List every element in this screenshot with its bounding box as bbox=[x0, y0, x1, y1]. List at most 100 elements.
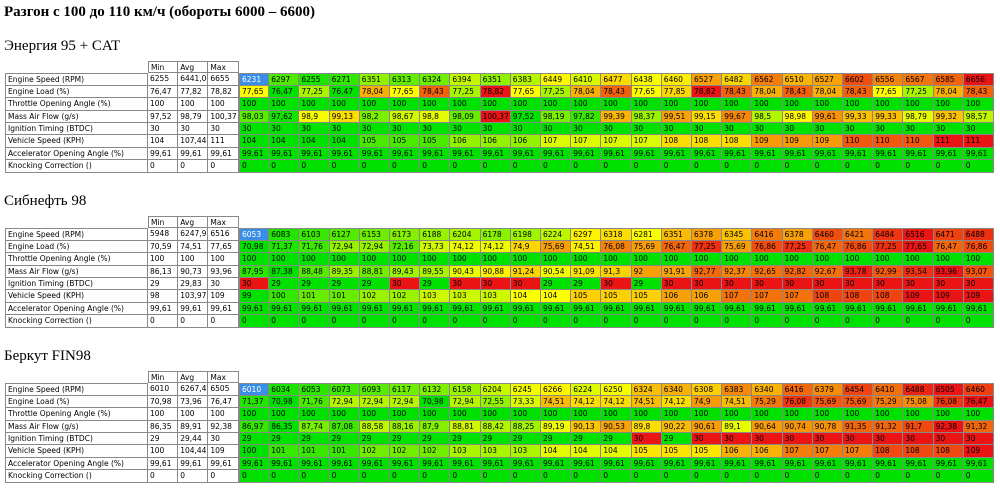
data-cell: 0 bbox=[390, 315, 421, 328]
data-cell: 30 bbox=[269, 123, 300, 136]
data-cell: 6471 bbox=[933, 228, 964, 241]
data-cell: 87,38 bbox=[269, 265, 300, 278]
data-cell: 107 bbox=[571, 135, 602, 148]
stat-cell: 100 bbox=[148, 253, 179, 266]
data-cell: 6308 bbox=[692, 383, 723, 396]
data-cell: 74,51 bbox=[541, 395, 572, 409]
data-cell: 102 bbox=[390, 290, 421, 303]
data-cell: 0 bbox=[269, 315, 300, 328]
stat-cell: 73,96 bbox=[178, 395, 209, 409]
data-cell: 6053 bbox=[299, 383, 330, 396]
stat-cell: 109 bbox=[208, 290, 239, 303]
stat-cell: 5948 bbox=[148, 228, 179, 241]
data-cell: 88,25 bbox=[510, 420, 541, 433]
row-label: Engine Speed (RPM) bbox=[5, 73, 148, 86]
data-cell: 6340 bbox=[661, 383, 692, 396]
data-cell: 78,43 bbox=[843, 85, 874, 99]
data-cell: 6460 bbox=[812, 228, 843, 241]
data-cell: 99,61 bbox=[782, 457, 813, 471]
data-cell: 71,76 bbox=[299, 240, 330, 254]
data-cell: 6188 bbox=[420, 228, 451, 241]
data-cell: 105 bbox=[631, 445, 662, 458]
data-cell: 100 bbox=[269, 253, 300, 266]
row-label: Accelerator Opening Angle (%) bbox=[5, 147, 148, 161]
stat-cell: 6267,4 bbox=[178, 383, 209, 396]
data-cell: 99,61 bbox=[843, 147, 874, 161]
data-cell: 100 bbox=[933, 253, 964, 266]
data-cell: 99,61 bbox=[541, 457, 572, 471]
data-cell: 30 bbox=[752, 278, 783, 291]
data-cell: 100 bbox=[359, 253, 390, 266]
data-cell: 0 bbox=[692, 315, 723, 328]
data-cell: 99,61 bbox=[359, 457, 390, 471]
data-cell: 74,9 bbox=[510, 240, 541, 254]
data-cell: 6250 bbox=[601, 383, 632, 396]
data-cell: 74,12 bbox=[450, 240, 481, 254]
data-cell: 111 bbox=[933, 135, 964, 148]
data-cell: 99,61 bbox=[269, 147, 300, 161]
data-cell: 0 bbox=[933, 470, 964, 483]
data-cell: 100 bbox=[963, 408, 994, 421]
stat-cell: 30 bbox=[208, 433, 239, 446]
data-cell: 6379 bbox=[812, 383, 843, 396]
data-cell: 73,33 bbox=[510, 395, 541, 409]
data-cell: 0 bbox=[239, 160, 270, 173]
data-cell: 100 bbox=[571, 408, 602, 421]
data-cell: 109 bbox=[933, 290, 964, 303]
data-cell: 6477 bbox=[601, 73, 632, 86]
data-cell: 92,67 bbox=[812, 265, 843, 278]
data-cell: 104 bbox=[601, 445, 632, 458]
stat-cell: 100 bbox=[208, 408, 239, 421]
data-cell: 78,43 bbox=[722, 85, 753, 99]
data-cell: 0 bbox=[480, 470, 511, 483]
data-cell: 74,12 bbox=[661, 395, 692, 409]
data-cell: 6271 bbox=[329, 73, 360, 86]
data-cell: 99,61 bbox=[963, 147, 994, 161]
data-cell: 75,29 bbox=[752, 395, 783, 409]
data-cell: 0 bbox=[812, 315, 843, 328]
data-cell: 0 bbox=[963, 470, 994, 483]
data-cell: 0 bbox=[812, 470, 843, 483]
data-cell: 6656 bbox=[963, 73, 994, 86]
stat-cell: 0 bbox=[148, 470, 179, 483]
data-cell: 87,95 bbox=[239, 265, 270, 278]
data-cell: 100 bbox=[661, 253, 692, 266]
stat-cell: 100 bbox=[208, 98, 239, 111]
data-cell: 0 bbox=[510, 470, 541, 483]
stat-cell: 6247,9 bbox=[178, 228, 209, 241]
data-cell: 98,2 bbox=[359, 110, 390, 123]
data-cell: 100 bbox=[873, 253, 904, 266]
data-cell: 102 bbox=[420, 445, 451, 458]
data-cell: 0 bbox=[843, 470, 874, 483]
data-cell: 72,94 bbox=[359, 240, 390, 254]
data-cell: 6297 bbox=[571, 228, 602, 241]
data-cell: 0 bbox=[480, 315, 511, 328]
data-cell: 29 bbox=[239, 433, 270, 446]
row-label: Mass Air Flow (g/s) bbox=[5, 420, 148, 433]
data-cell: 100 bbox=[963, 98, 994, 111]
stat-cell: 0 bbox=[178, 470, 209, 483]
data-cell: 100 bbox=[450, 98, 481, 111]
stat-cell: 103,97 bbox=[178, 290, 209, 303]
stat-cell: 99,61 bbox=[178, 147, 209, 161]
data-cell: 100 bbox=[239, 253, 270, 266]
data-cell: 99,51 bbox=[661, 110, 692, 123]
data-cell: 0 bbox=[782, 160, 813, 173]
data-cell: 0 bbox=[722, 160, 753, 173]
data-cell: 0 bbox=[843, 160, 874, 173]
data-cell: 77,25 bbox=[782, 240, 813, 254]
data-cell: 6053 bbox=[239, 228, 270, 241]
data-cell: 29 bbox=[571, 278, 602, 291]
row-label: Accelerator Opening Angle (%) bbox=[5, 302, 148, 316]
stat-cell: 99,61 bbox=[208, 302, 239, 316]
data-cell: 0 bbox=[420, 160, 451, 173]
data-cell: 101 bbox=[299, 445, 330, 458]
data-cell: 30 bbox=[843, 278, 874, 291]
data-cell: 109 bbox=[812, 135, 843, 148]
data-cell: 6449 bbox=[541, 73, 572, 86]
data-cell: 100 bbox=[812, 408, 843, 421]
data-cell: 6132 bbox=[420, 383, 451, 396]
data-cell: 0 bbox=[269, 470, 300, 483]
data-cell: 29 bbox=[661, 433, 692, 446]
data-cell: 100 bbox=[722, 98, 753, 111]
